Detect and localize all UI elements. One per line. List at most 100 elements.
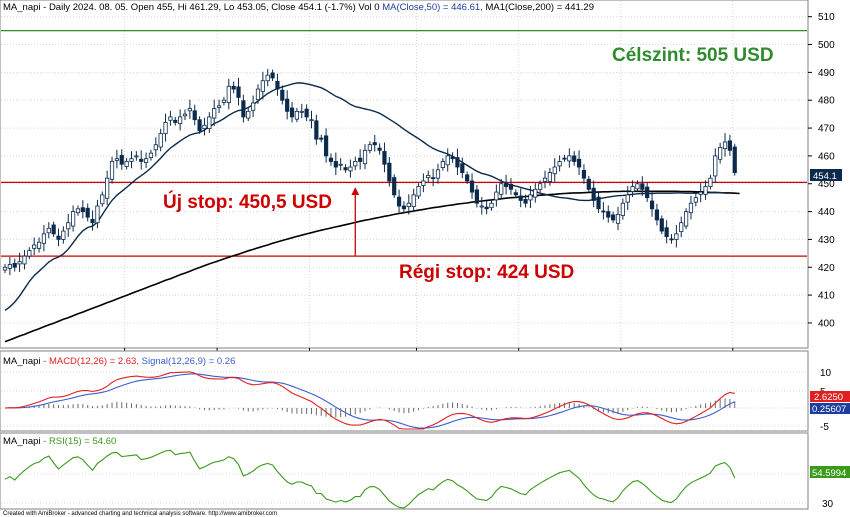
candle-body <box>17 261 22 265</box>
candle-body <box>445 155 450 166</box>
candle-body <box>552 166 557 175</box>
candle-body <box>367 144 372 151</box>
price-header-symbol: MA_napi <box>3 2 41 13</box>
candle-body <box>557 161 562 167</box>
candle-body <box>601 210 606 213</box>
rsi-legend: - RSI(15) = 54.60 <box>41 436 117 447</box>
price-axis: 400 410 420 430 440 450 460 470 480 490 500 510 <box>808 12 835 329</box>
old-stop-label: Régi stop: 424 USD <box>399 262 574 283</box>
rsi-tick: 30 <box>822 499 834 510</box>
candle-body <box>615 213 621 224</box>
price-tick-label: 490 <box>818 68 835 79</box>
candle-body <box>100 194 105 205</box>
candle-body <box>32 244 37 249</box>
macd-panel: MA_napi - MACD(12,26) = 2.63, Signal(12,… <box>0 350 850 433</box>
candle-body <box>285 98 290 112</box>
macd-value: 2.6250 <box>814 392 843 403</box>
candle-body <box>698 191 703 195</box>
candle-body <box>27 250 32 257</box>
signal-value-badge <box>810 403 850 414</box>
candle-body <box>474 189 480 204</box>
candle-body <box>382 151 387 165</box>
candle-body <box>503 183 509 187</box>
candle-body <box>372 142 377 146</box>
candle-body <box>90 218 95 224</box>
candle-body <box>109 161 115 180</box>
candle-body <box>299 110 304 113</box>
candle-body <box>182 113 188 117</box>
candle-body <box>718 147 723 160</box>
candle-body <box>216 105 222 108</box>
candle-body <box>645 186 650 199</box>
candle-body <box>114 158 119 161</box>
candle-body <box>95 205 100 224</box>
candle-body <box>513 192 518 196</box>
candle-body <box>66 222 71 230</box>
signal-value: 0.25607 <box>812 404 846 415</box>
candle-body <box>231 85 236 90</box>
candle-body <box>80 207 85 212</box>
candle-body <box>207 116 212 130</box>
candle-body <box>294 110 300 120</box>
candle-body <box>518 195 523 201</box>
candle-body <box>275 80 280 90</box>
candle-body <box>732 146 737 174</box>
candle-body <box>260 80 265 92</box>
candle-body <box>75 208 81 214</box>
footer-credit: Created with AmiBroker - advanced charti… <box>3 511 277 517</box>
candle-body <box>688 202 694 214</box>
candle-body <box>484 206 489 210</box>
candle-body <box>576 158 582 168</box>
candle-body <box>606 211 611 218</box>
candle-body <box>499 183 504 195</box>
level-lines <box>1 30 807 257</box>
candle-body <box>635 183 640 190</box>
candle-body <box>265 74 270 82</box>
candle-body <box>12 262 17 268</box>
candle-body <box>226 85 231 103</box>
price-tick-label: 500 <box>818 40 835 51</box>
candle-body <box>289 107 295 118</box>
candle-body <box>22 255 27 265</box>
candle-body <box>727 140 732 151</box>
candle-body <box>61 230 66 240</box>
candle-body <box>591 187 596 201</box>
candle-body <box>494 191 499 201</box>
candle-body <box>309 119 314 122</box>
price-tick-label: 470 <box>818 124 835 135</box>
price-tick-label: 480 <box>818 96 835 107</box>
candle-body <box>392 177 397 196</box>
candle-body <box>674 233 679 240</box>
candle-body <box>134 155 139 158</box>
candle-body <box>465 174 470 182</box>
candle-body <box>538 183 543 190</box>
candle-body <box>679 222 684 233</box>
candle-body <box>56 235 61 240</box>
macd-tick: -5 <box>820 422 829 433</box>
candle-body <box>411 194 416 207</box>
ma200-line <box>4 190 740 343</box>
ma50-line <box>4 82 725 311</box>
candle-body <box>173 119 178 123</box>
candle-body <box>129 158 134 162</box>
candle-body <box>450 156 455 160</box>
candlesticks <box>2 69 737 276</box>
candle-body <box>611 214 616 221</box>
candle-body <box>469 180 475 193</box>
candle-body <box>440 161 445 168</box>
candle-body <box>241 100 246 118</box>
candle-body <box>362 149 368 165</box>
candle-body <box>358 157 363 162</box>
candle-body <box>105 177 110 199</box>
candle-body <box>377 147 382 151</box>
candle-body <box>528 194 533 201</box>
candle-body <box>143 158 149 163</box>
ma50-legend: MA(Close,50) = 446.61, <box>382 2 483 13</box>
price-panel: Célszint: 505 USD Új stop: 450,5 USD Rég… <box>0 0 842 359</box>
candle-body <box>328 157 334 162</box>
candle-body <box>343 167 348 171</box>
candle-body <box>148 152 154 158</box>
candle-body <box>255 88 261 101</box>
macd-value-badge <box>810 391 850 402</box>
candle-body <box>435 169 441 179</box>
